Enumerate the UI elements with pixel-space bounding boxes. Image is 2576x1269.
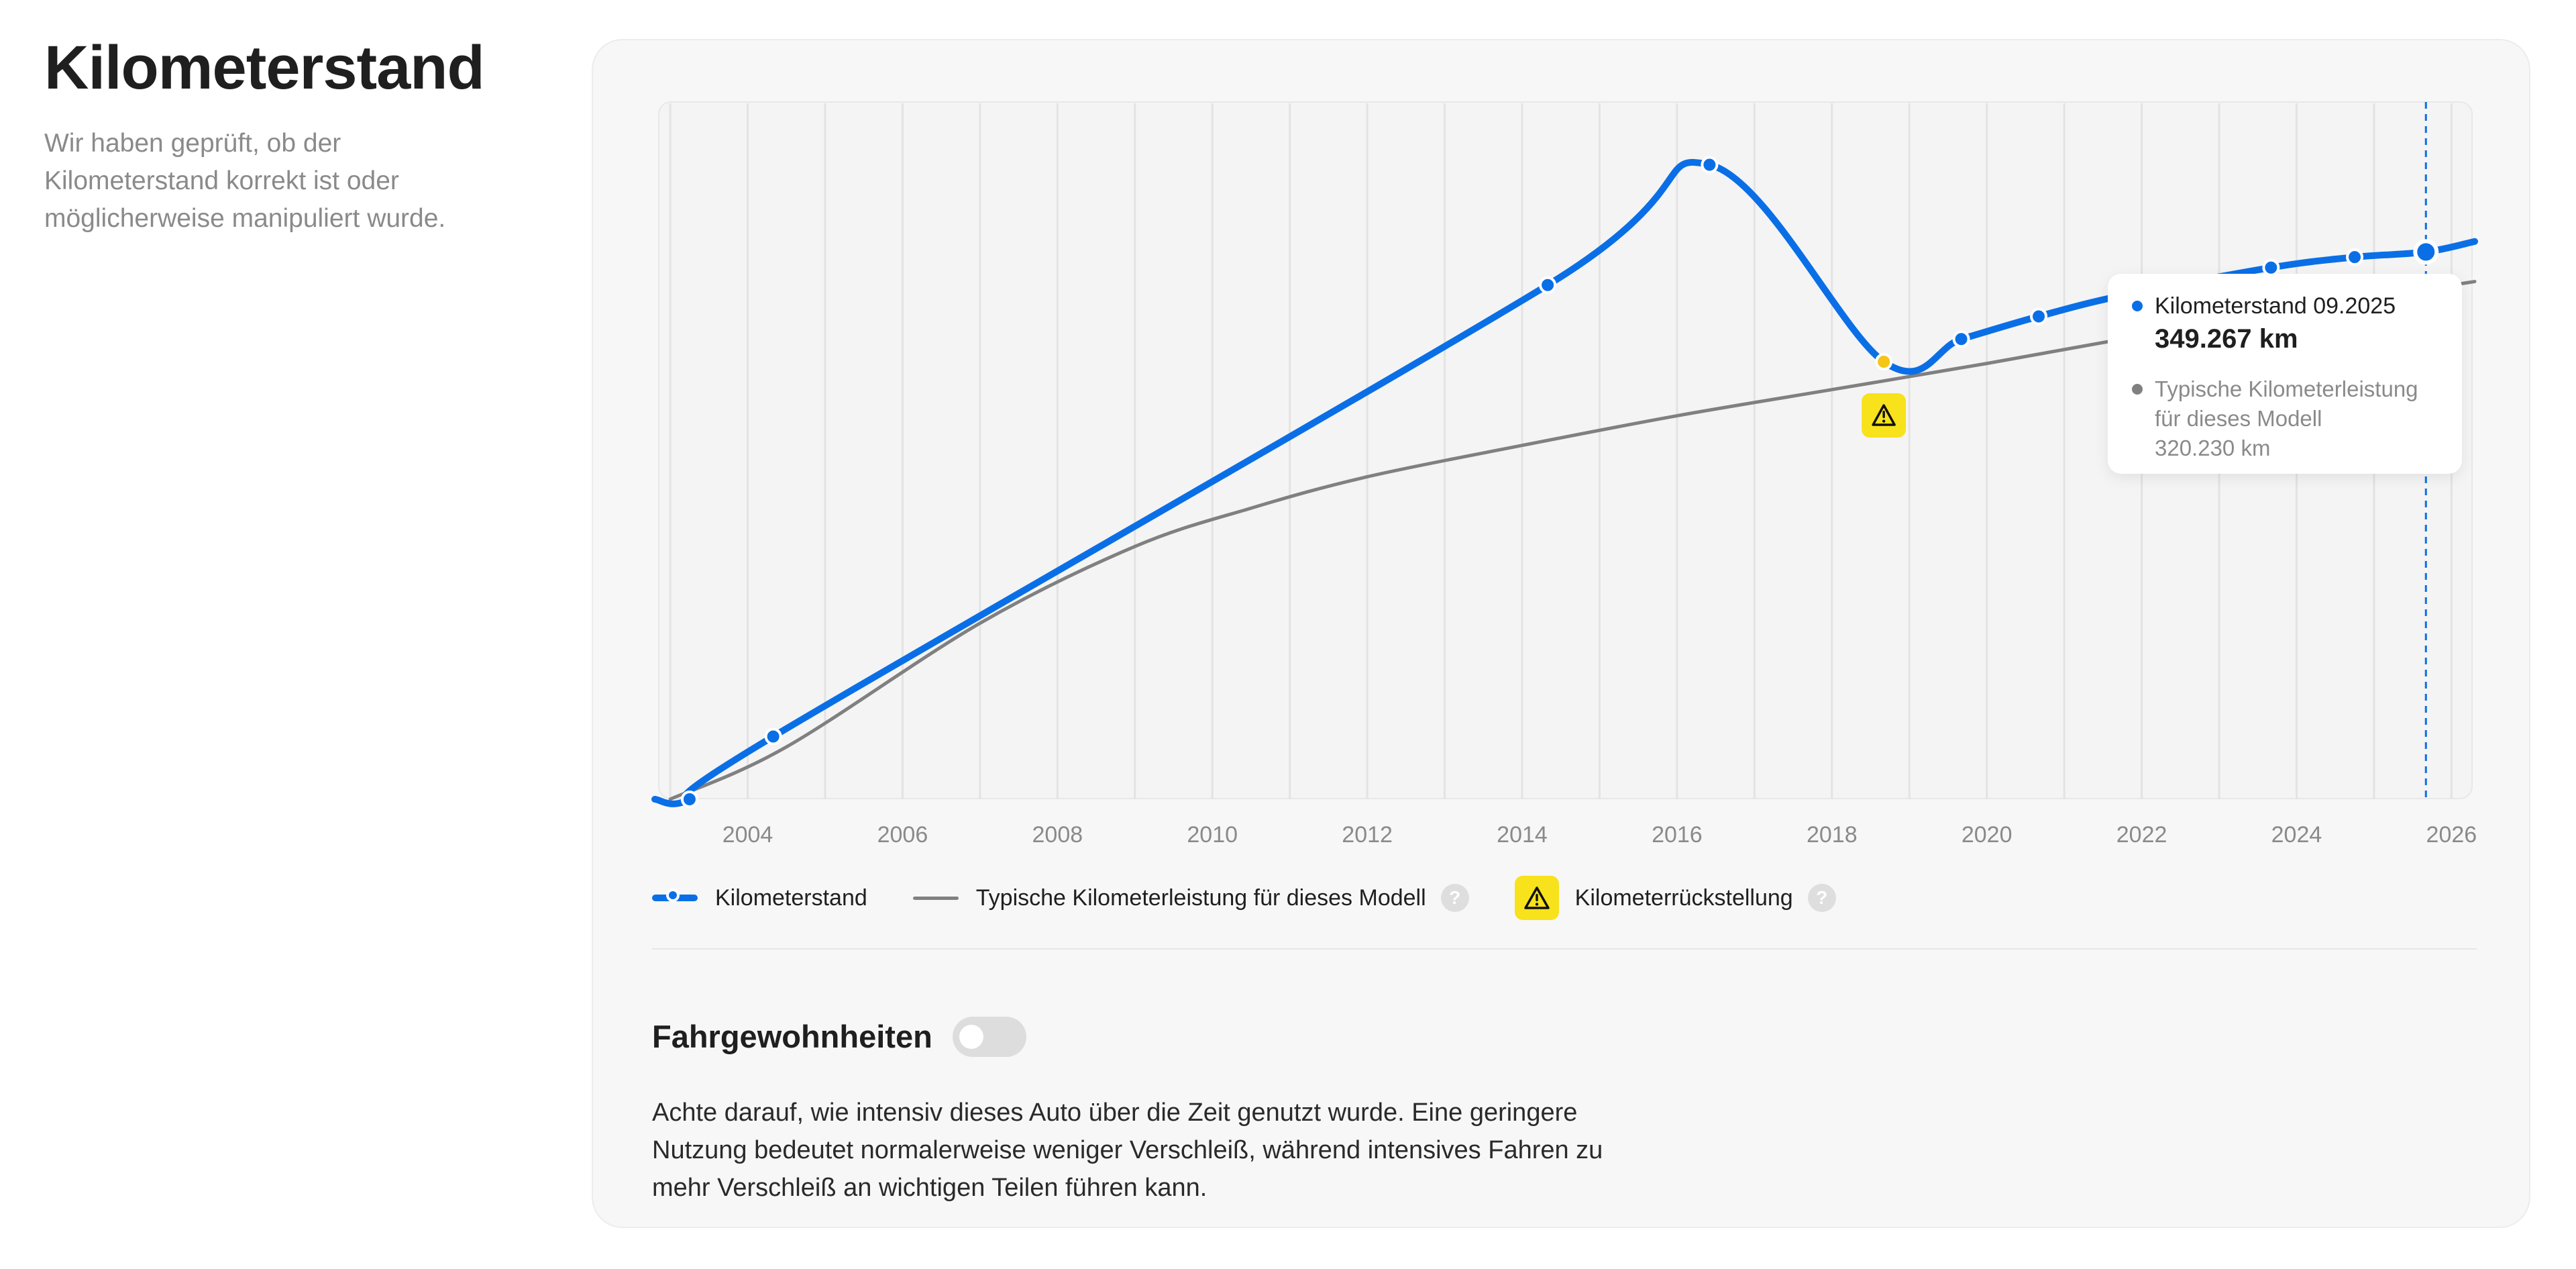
warning-data-point[interactable] <box>1875 353 1893 371</box>
tooltip-mileage-value: 349.267 km <box>2155 324 2298 354</box>
x-tick-label: 2024 <box>2271 822 2322 848</box>
tooltip-mileage-label: Kilometerstand 09.2025 <box>2155 293 2396 319</box>
x-tick-label: 2016 <box>1652 822 1703 848</box>
x-tick-label: 2006 <box>877 822 928 848</box>
warning-icon <box>1514 876 1559 920</box>
legend-item-mileage[interactable]: Kilometerstand <box>652 885 867 911</box>
mileage-chart[interactable]: 2004 2006 2008 2010 2012 2014 2016 2018 2020 2022… <box>593 40 2532 872</box>
data-point[interactable] <box>2346 248 2364 266</box>
tooltip-mileage-row: Kilometerstand 09.2025 <box>2132 291 2438 321</box>
x-tick-label: 2020 <box>1962 822 2012 848</box>
mileage-card: 2004 2006 2008 2010 2012 2014 2016 2018 2020 2022… <box>592 39 2530 1228</box>
legend-typical-swatch <box>912 896 959 900</box>
legend-mileage-label: Kilometerstand <box>715 884 867 911</box>
data-point[interactable] <box>1701 156 1719 174</box>
x-tick-label: 2022 <box>2116 822 2167 848</box>
data-point[interactable] <box>2262 258 2280 276</box>
legend-item-rollback[interactable]: Kilometerrückstellung ? <box>1514 876 1836 920</box>
tooltip-typical-value: 320.230 km <box>2155 436 2271 460</box>
driving-habits-toggle[interactable] <box>952 1017 1026 1057</box>
x-tick-label: 2026 <box>2426 822 2477 848</box>
chart-tooltip: Kilometerstand 09.2025 349.267 km Typisc… <box>2108 274 2462 474</box>
tooltip-mileage-dot <box>2132 301 2143 311</box>
data-point[interactable] <box>2030 307 2048 325</box>
driving-habits-header: Fahrgewohnheiten <box>652 1017 1026 1057</box>
x-tick-label: 2014 <box>1497 822 1548 848</box>
data-point[interactable] <box>1539 276 1557 294</box>
section-divider <box>652 948 2477 950</box>
x-tick-label: 2008 <box>1032 822 1083 848</box>
x-tick-label: 2004 <box>722 822 773 848</box>
data-point[interactable] <box>680 791 698 808</box>
page-title: Kilometerstand <box>44 34 485 102</box>
chart-legend: Kilometerstand Typische Kilometerleistun… <box>652 872 1836 923</box>
help-icon-rollback[interactable]: ? <box>1807 884 1836 912</box>
toggle-knob <box>959 1025 983 1049</box>
x-tick-label: 2012 <box>1342 822 1393 848</box>
legend-typical-label: Typische Kilometerleistung für dieses Mo… <box>975 884 1426 911</box>
tooltip-typical-label: Typische Kilometerleistung für dieses Mo… <box>2155 376 2418 431</box>
help-icon-typical[interactable]: ? <box>1440 884 1469 912</box>
legend-mileage-swatch <box>652 889 698 902</box>
data-point[interactable] <box>764 727 782 746</box>
highlighted-data-point[interactable] <box>2413 239 2439 265</box>
rollback-warning-marker[interactable] <box>1862 393 1907 438</box>
tooltip-typical-row: Typische Kilometerleistung für dieses Mo… <box>2132 374 2438 434</box>
plot-area <box>658 101 2473 799</box>
x-tick-label: 2018 <box>1807 822 1858 848</box>
driving-habits-title: Fahrgewohnheiten <box>652 1019 932 1054</box>
legend-item-typical[interactable]: Typische Kilometerleistung für dieses Mo… <box>912 884 1469 912</box>
x-tick-label: 2010 <box>1187 822 1238 848</box>
driving-habits-description: Achte darauf, wie intensiv dieses Auto ü… <box>652 1099 1603 1202</box>
intro-panel: Kilometerstand Wir haben geprüft, ob der… <box>44 31 514 238</box>
legend-rollback-label: Kilometerrückstellung <box>1574 884 1793 911</box>
page-description: Wir haben geprüft, ob der Kilometerstand… <box>44 129 446 233</box>
tooltip-typical-dot <box>2132 384 2143 395</box>
data-point[interactable] <box>1952 330 1970 348</box>
